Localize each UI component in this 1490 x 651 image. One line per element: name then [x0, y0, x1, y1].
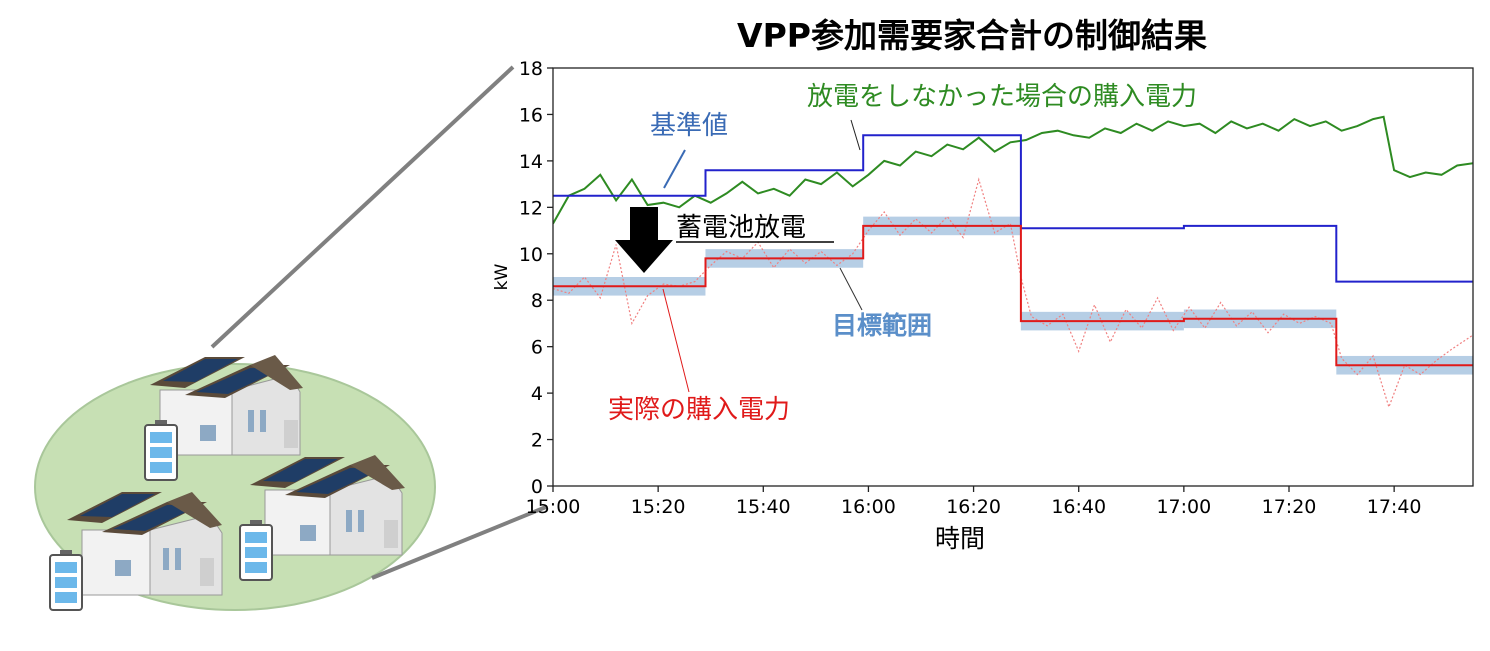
- baseline-pointer: [663, 149, 686, 189]
- target-pointer: [839, 267, 863, 311]
- y-tick-label: 0: [531, 476, 543, 498]
- x-tick-label: 16:20: [946, 496, 1001, 518]
- actual-label: 実際の購入電力: [608, 395, 790, 425]
- y-tick-label: 18: [519, 58, 543, 80]
- house-icon: [150, 355, 303, 456]
- y-tick-label: 14: [519, 151, 543, 173]
- target-label: 目標範囲: [832, 311, 932, 340]
- no-discharge-label: 放電をしなかった場合の購入電力: [807, 82, 1197, 112]
- battery-icon: [49, 550, 83, 611]
- house-icon: [67, 492, 223, 596]
- down-arrow-icon: [615, 207, 673, 273]
- x-tick-label: 17:20: [1262, 496, 1317, 518]
- y-tick-label: 10: [519, 244, 543, 266]
- y-tick-label: 8: [531, 290, 543, 312]
- baseline-label: 基準値: [650, 111, 728, 141]
- y-tick-label: 16: [519, 104, 543, 126]
- x-axis: 15:00 15:20 15:40 16:00 16:20 16:40 17:00 17:20…: [526, 486, 1422, 518]
- series-group: [553, 115, 1473, 409]
- x-tick-label: 16:00: [841, 496, 896, 518]
- y-tick-label: 4: [531, 383, 543, 405]
- x-tick-label: 17:00: [1156, 496, 1211, 518]
- y-axis: 0 2 4 6 8 10 12 14 16 18: [519, 58, 553, 498]
- x-tick-label: 17:40: [1367, 496, 1422, 518]
- y-tick-label: 2: [531, 430, 543, 452]
- plot-frame: [552, 67, 1474, 487]
- x-axis-label: 時間: [935, 524, 985, 553]
- baseline-line: [553, 134, 1473, 283]
- chart-title: VPP参加需要家合計の制御結果: [737, 16, 1207, 55]
- discharge-label: 蓄電池放電: [676, 213, 806, 243]
- y-tick-label: 12: [519, 197, 543, 219]
- battery-icon: [144, 420, 178, 481]
- battery-icon: [239, 520, 273, 581]
- no-discharge-line: [553, 115, 1473, 225]
- zoom-line-top: [210, 65, 515, 349]
- y-tick-label: 6: [531, 337, 543, 359]
- x-tick-label: 15:00: [526, 496, 581, 518]
- actual-line: [553, 224, 1473, 367]
- x-tick-label: 15:40: [736, 496, 791, 518]
- no-discharge-pointer: [850, 119, 861, 151]
- houses-illustration: [34, 355, 436, 611]
- annotations: 基準値 放電をしなかった場合の購入電力 蓄電池放電 目標範囲 実際の購入電力: [608, 82, 1197, 425]
- actual-pointer: [662, 288, 690, 393]
- zoom-line-bottom: [371, 505, 547, 580]
- raw-actual-line: [553, 177, 1473, 409]
- x-tick-label: 15:20: [631, 496, 686, 518]
- y-axis-label: kW: [492, 263, 512, 290]
- house-icon: [250, 455, 405, 556]
- x-tick-label: 16:40: [1051, 496, 1106, 518]
